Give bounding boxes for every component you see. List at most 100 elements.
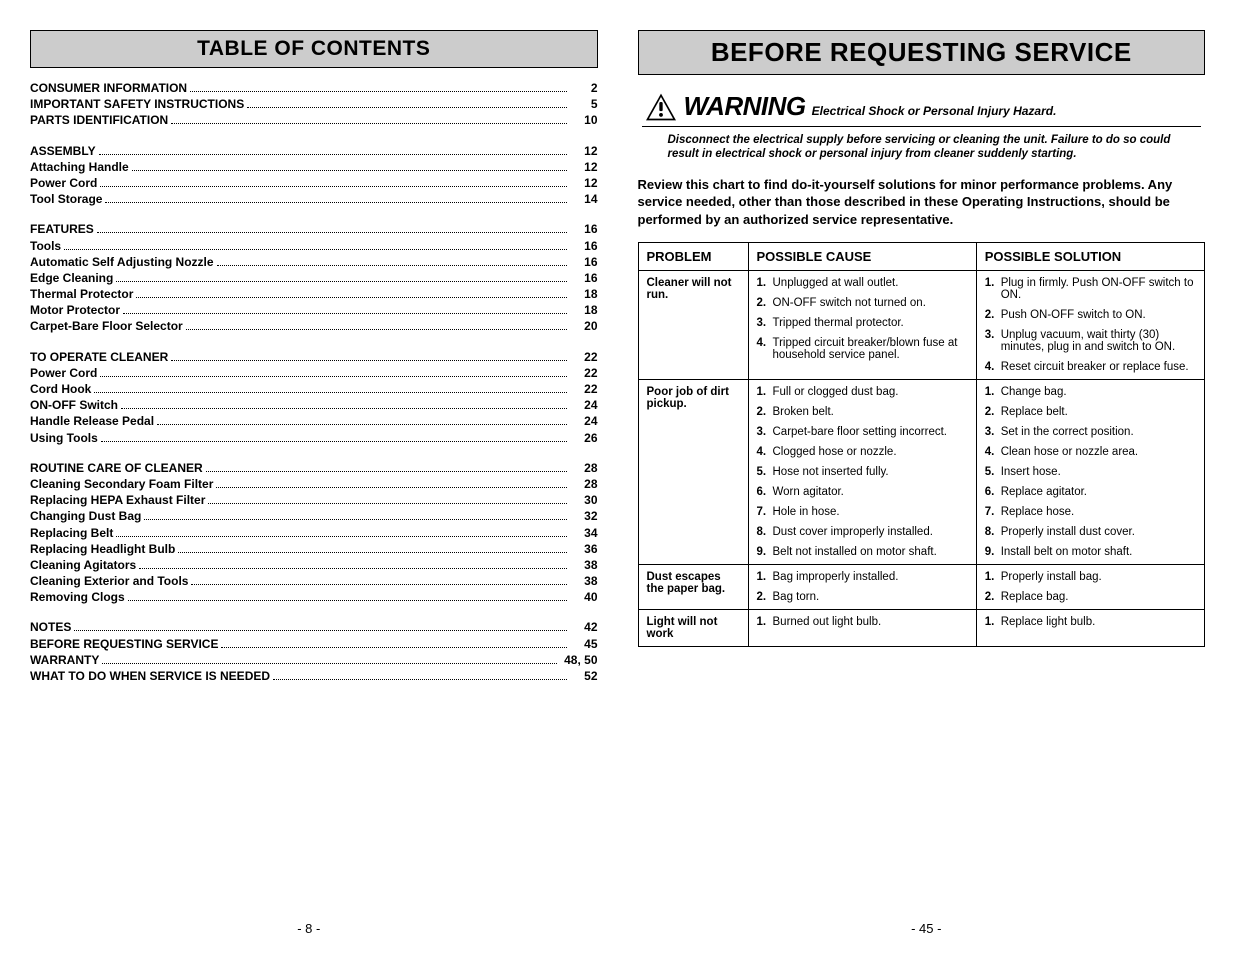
solution-item: 1.Properly install bag. — [985, 571, 1196, 583]
toc-page: 28 — [570, 460, 598, 476]
toc-page: 2 — [570, 80, 598, 96]
table-row: Dust escapes the paper bag.1.Bag imprope… — [638, 565, 1205, 610]
toc-page: 22 — [570, 349, 598, 365]
toc-page: 22 — [570, 381, 598, 397]
toc-dots — [216, 481, 566, 488]
toc-line: Removing Clogs40 — [30, 589, 598, 605]
cause-cell: 1.Burned out light bulb. — [748, 610, 976, 647]
toc-line: ROUTINE CARE OF CLEANER28 — [30, 460, 598, 476]
item-number: 1. — [985, 277, 1001, 301]
warning-text: Disconnect the electrical supply before … — [638, 127, 1206, 164]
left-page-number: - 8 - — [0, 921, 618, 936]
cause-text: Hose not inserted fully. — [773, 466, 968, 478]
warning-top: WARNING Electrical Shock or Personal Inj… — [638, 89, 1206, 126]
toc-dots — [97, 226, 567, 233]
toc-dots — [128, 594, 567, 601]
toc-line: Automatic Self Adjusting Nozzle16 — [30, 254, 598, 270]
cause-cell: 1.Unplugged at wall outlet.2.ON-OFF swit… — [748, 271, 976, 380]
toc-line: PARTS IDENTIFICATION10 — [30, 112, 598, 128]
toc-label: Replacing HEPA Exhaust Filter — [30, 492, 205, 508]
solution-item: 6.Replace agitator. — [985, 486, 1196, 498]
solution-text: Plug in firmly. Push ON-OFF switch to ON… — [1001, 277, 1196, 301]
solution-text: Push ON-OFF switch to ON. — [1001, 309, 1196, 321]
toc-page: 12 — [570, 159, 598, 175]
table-row: Poor job of dirt pickup.1.Full or clogge… — [638, 380, 1205, 565]
toc-page: 24 — [570, 397, 598, 413]
cause-text: Bag torn. — [773, 591, 968, 603]
th-cause: POSSIBLE CAUSE — [748, 243, 976, 271]
solution-cell: 1.Properly install bag.2.Replace bag. — [976, 565, 1204, 610]
problem-cell: Cleaner will not run. — [638, 271, 748, 380]
toc-page: 12 — [570, 143, 598, 159]
solution-cell: 1.Change bag. 2.Replace belt. 3.Set in the… — [976, 380, 1204, 565]
toc-label: Cleaning Exterior and Tools — [30, 573, 188, 589]
cause-text: Full or clogged dust bag. — [773, 386, 968, 398]
item-number: 9. — [985, 546, 1001, 558]
toc-label: Tools — [30, 238, 61, 254]
item-number: 3. — [985, 329, 1001, 353]
toc-dots — [136, 291, 566, 298]
toc-line: FEATURES16 — [30, 221, 598, 237]
cause-text: Bag improperly installed. — [773, 571, 968, 583]
toc-line: Edge Cleaning16 — [30, 270, 598, 286]
problem-cell: Dust escapes the paper bag. — [638, 565, 748, 610]
toc-label: WARRANTY — [30, 652, 99, 668]
cause-item: 7.Hole in hose. — [757, 506, 968, 518]
solution-item: 4.Clean hose or nozzle area. — [985, 446, 1196, 458]
item-number: 6. — [757, 486, 773, 498]
toc-label: TO OPERATE CLEANER — [30, 349, 168, 365]
warning-subtitle: Electrical Shock or Personal Injury Haza… — [812, 104, 1057, 122]
solution-item: 2.Push ON-OFF switch to ON. — [985, 309, 1196, 321]
item-number: 8. — [757, 526, 773, 538]
cause-text: Broken belt. — [773, 406, 968, 418]
cause-item: 9.Belt not installed on motor shaft. — [757, 546, 968, 558]
item-number: 6. — [985, 486, 1001, 498]
cause-item: 5.Hose not inserted fully. — [757, 466, 968, 478]
toc-page: 42 — [570, 619, 598, 635]
solution-text: Change bag. — [1001, 386, 1196, 398]
cause-text: Belt not installed on motor shaft. — [773, 546, 968, 558]
solution-text: Replace belt. — [1001, 406, 1196, 418]
solution-text: Reset circuit breaker or replace fuse. — [1001, 361, 1196, 373]
toc-label: Tool Storage — [30, 191, 102, 207]
cause-item: 6.Worn agitator. — [757, 486, 968, 498]
warning-triangle-icon — [644, 92, 678, 122]
toc-page: 28 — [570, 476, 598, 492]
problem-cell: Poor job of dirt pickup. — [638, 380, 748, 565]
toc-page: 16 — [570, 254, 598, 270]
solution-item: 1.Change bag. — [985, 386, 1196, 398]
cause-text: Unplugged at wall outlet. — [773, 277, 968, 289]
toc-page: 20 — [570, 318, 598, 334]
toc-dots — [247, 101, 566, 108]
toc-dots — [221, 640, 566, 647]
toc-group: TO OPERATE CLEANER22Power Cord22Cord Hoo… — [30, 349, 598, 446]
cause-text: Burned out light bulb. — [773, 616, 968, 628]
solution-item: 7.Replace hose. — [985, 506, 1196, 518]
toc-dots — [217, 259, 567, 266]
toc-line: Motor Protector18 — [30, 302, 598, 318]
item-number: 2. — [985, 406, 1001, 418]
item-number: 3. — [757, 317, 773, 329]
solution-item: 9.Install belt on motor shaft. — [985, 546, 1196, 558]
toc-dots — [144, 513, 566, 520]
solution-item: 5.Insert hose. — [985, 466, 1196, 478]
cause-text: Tripped circuit breaker/blown fuse at ho… — [773, 337, 968, 361]
cause-text: Worn agitator. — [773, 486, 968, 498]
toc-page: 38 — [570, 573, 598, 589]
toc-line: ON-OFF Switch24 — [30, 397, 598, 413]
toc-label: ASSEMBLY — [30, 143, 96, 159]
toc-page: 38 — [570, 557, 598, 573]
left-page: TABLE OF CONTENTS CONSUMER INFORMATION2I… — [0, 0, 618, 954]
toc-label: Thermal Protector — [30, 286, 133, 302]
solution-item: 3.Set in the correct position. — [985, 426, 1196, 438]
toc-label: Attaching Handle — [30, 159, 129, 175]
item-number: 4. — [985, 361, 1001, 373]
review-text: Review this chart to find do-it-yourself… — [638, 176, 1206, 229]
warning-box: WARNING Electrical Shock or Personal Inj… — [638, 89, 1206, 164]
toc-page: 16 — [570, 238, 598, 254]
cause-item: 8.Dust cover improperly installed. — [757, 526, 968, 538]
item-number: 9. — [757, 546, 773, 558]
solution-item: 1.Replace light bulb. — [985, 616, 1196, 628]
solution-text: Clean hose or nozzle area. — [1001, 446, 1196, 458]
toc-line: BEFORE REQUESTING SERVICE45 — [30, 636, 598, 652]
